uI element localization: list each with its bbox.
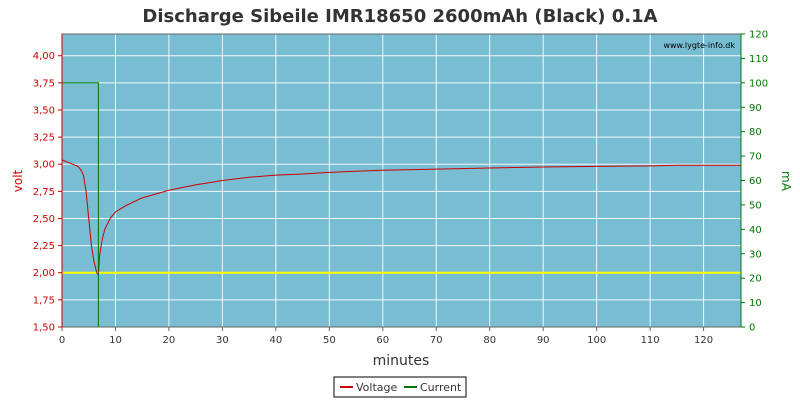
x-tick-label: 60 [376,335,389,346]
y-tick-label: 2,00 [33,268,55,279]
x-tick-label: 0 [59,335,65,346]
x-tick-label: 40 [269,335,282,346]
chart-title: Discharge Sibeile IMR18650 2600mAh (Blac… [142,6,657,27]
legend-label-current: Current [420,381,462,394]
legend-box [333,376,467,398]
y2-tick-label: 40 [749,225,762,236]
y2-tick-label: 110 [749,54,768,65]
x-tick-label: 90 [537,335,550,346]
y-axis-label: volt [11,169,25,192]
y2-tick-label: 20 [749,274,762,285]
y2-tick-label: 10 [749,298,762,309]
legend-label-voltage: Voltage [356,381,397,394]
y-tick-label: 3,00 [33,160,55,171]
legend: Voltage Current [333,376,467,398]
y-tick-label: 4,00 [33,51,55,62]
y-tick-label: 3,25 [33,133,55,144]
y-tick-label: 1,75 [33,295,55,306]
x-tick-label: 100 [587,335,606,346]
y2-tick-label: 30 [749,249,762,260]
watermark-text: www.lygte-info.dk [663,41,735,50]
x-tick-label: 120 [694,335,713,346]
plot-area [62,34,741,327]
y2-tick-label: 120 [749,30,768,41]
y2-axis-label: mA [779,171,793,192]
x-tick-label: 30 [216,335,229,346]
y2-tick-label: 60 [749,176,762,187]
y-tick-label: 2,50 [33,214,55,225]
y2-tick-label: 70 [749,152,762,163]
x-tick-label: 10 [109,335,122,346]
x-tick-label: 110 [641,335,660,346]
y-tick-label: 1,50 [33,323,55,334]
x-axis-label: minutes [373,353,430,369]
y2-tick-label: 50 [749,200,762,211]
x-tick-label: 20 [163,335,176,346]
y-tick-label: 3,75 [33,78,55,89]
y-tick-label: 3,50 [33,105,55,116]
y2-tick-label: 90 [749,103,762,114]
y-tick-label: 2,75 [33,187,55,198]
x-tick-label: 70 [430,335,443,346]
series-line-voltage [61,159,741,276]
y-tick-label: 2,25 [33,241,55,252]
x-tick-label: 80 [483,335,496,346]
x-tick-label: 50 [323,335,336,346]
y2-tick-label: 80 [749,127,762,138]
y2-tick-label: 0 [749,323,755,334]
y2-tick-label: 100 [749,78,768,89]
